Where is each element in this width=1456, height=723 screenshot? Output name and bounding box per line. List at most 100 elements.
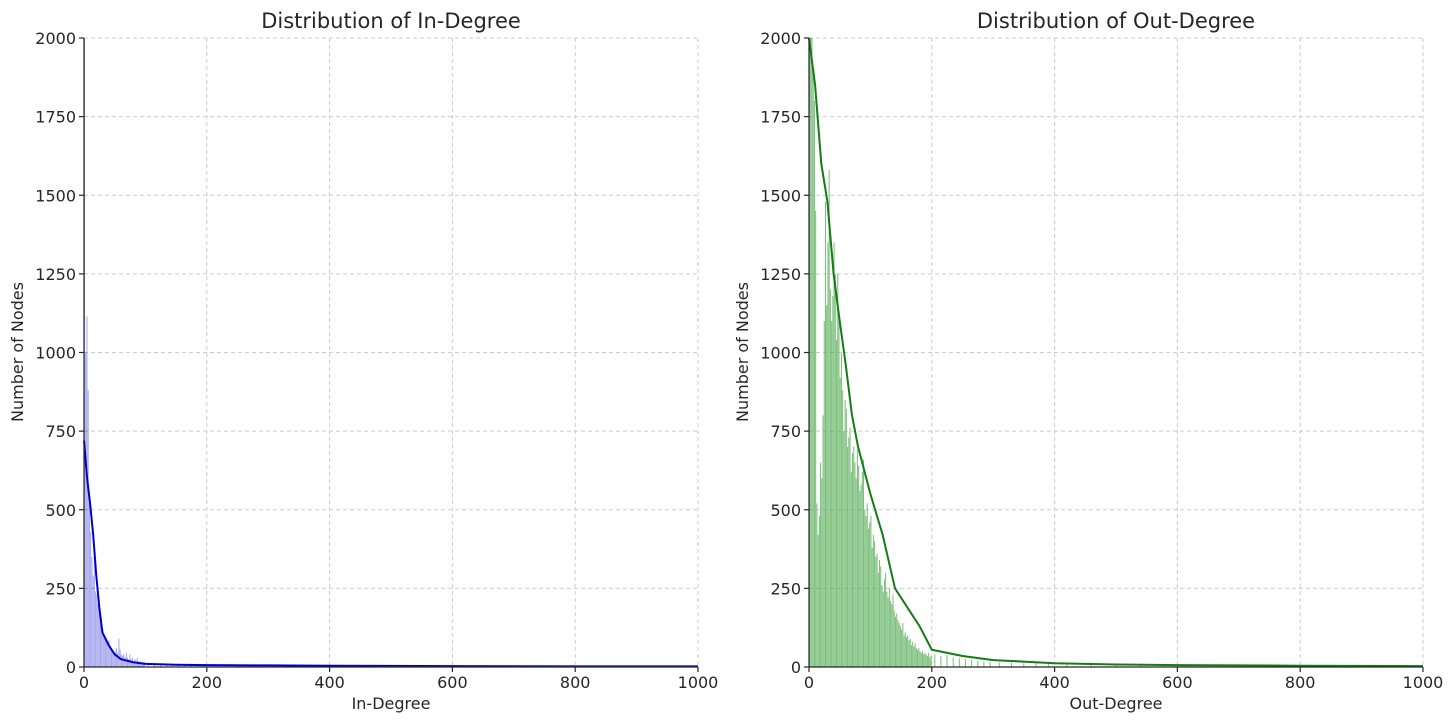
out-degree-bar (913, 646, 915, 667)
out-degree-bar (891, 604, 893, 667)
out-degree-bar (827, 242, 829, 668)
in-degree-bar (128, 659, 130, 667)
out-degree-bar (860, 484, 862, 667)
out-degree-chart: Distribution of Out-Degree 0 200 400 600 800… (733, 9, 1443, 713)
in-degree-chart: Distribution of In-Degree 0 200 400 600 800 1… (8, 9, 718, 713)
out-degree-bar (894, 616, 896, 667)
out-degree-bar (823, 321, 825, 667)
out-degree-bar (890, 600, 892, 667)
out-degree-bar (1115, 664, 1117, 667)
out-degree-bar (831, 321, 833, 667)
out-degree-bar (865, 516, 867, 667)
out-degree-bar (845, 409, 847, 667)
in-degree-bar (85, 352, 87, 667)
out-degree-bar (810, 38, 812, 667)
out-degree-bar (934, 654, 936, 667)
out-degree-bar (912, 641, 914, 667)
out-degree-bar (906, 637, 908, 667)
in-degree-bar (117, 652, 119, 667)
out-degree-bar (843, 431, 845, 667)
in-degree-bar (87, 390, 89, 667)
in-degree-grid (83, 37, 699, 668)
out-degree-x-tick-label: 200 (917, 673, 948, 692)
out-degree-y-tick-label: 250 (770, 579, 801, 598)
in-degree-bar (133, 660, 135, 667)
in-degree-bar (92, 575, 94, 667)
out-degree-bar (858, 465, 860, 667)
out-degree-bar (925, 654, 927, 667)
out-degree-bar (882, 591, 884, 667)
out-degree-bar (881, 585, 883, 667)
out-degree-bar (816, 503, 818, 667)
in-degree-bar (95, 591, 97, 667)
in-degree-y-tick-label: 1500 (35, 186, 76, 205)
in-degree-bar (106, 641, 108, 667)
in-degree-x-tick-label: 600 (437, 673, 468, 692)
out-degree-bar (901, 629, 903, 667)
out-degree-bar (998, 662, 1000, 667)
out-degree-bar (958, 658, 960, 667)
in-degree-bar (130, 659, 132, 667)
out-degree-grid (808, 37, 1424, 668)
out-degree-bar (872, 534, 874, 667)
out-degree-bar (910, 644, 912, 667)
out-degree-bar (815, 210, 817, 667)
out-degree-bar (929, 657, 931, 667)
out-degree-bar (869, 522, 871, 667)
out-degree-bar (918, 648, 920, 667)
out-degree-bar (859, 490, 861, 667)
out-degree-bar (1189, 665, 1191, 667)
out-degree-bar (871, 547, 873, 667)
out-degree-bar (964, 659, 966, 667)
out-degree-bar (880, 566, 882, 667)
out-degree-bar (817, 534, 819, 667)
out-degree-bar (861, 472, 863, 667)
in-degree-bar (109, 648, 111, 667)
in-degree-x-tick-label: 400 (314, 673, 345, 692)
in-degree-bar (91, 556, 93, 667)
in-degree-bar (102, 629, 104, 667)
out-degree-bar (977, 660, 979, 667)
out-degree-bar (899, 626, 901, 667)
out-degree-bar (876, 553, 878, 667)
in-degree-y-ticks: 0 250 500 750 1000 1250 1500 1750 2000 (35, 29, 84, 677)
out-degree-y-tick-label: 1250 (760, 265, 801, 284)
out-degree-bar (856, 449, 858, 667)
out-degree-bar (849, 427, 851, 667)
in-degree-bar (104, 638, 106, 667)
out-degree-bar (1090, 664, 1092, 667)
out-degree-bar (888, 588, 890, 667)
in-degree-bar (88, 503, 90, 667)
out-degree-bar (851, 453, 854, 667)
in-degree-bar (122, 655, 124, 667)
out-degree-bar (874, 541, 876, 667)
out-degree-bar (837, 273, 839, 667)
in-degree-bar (97, 604, 99, 667)
out-degree-x-tick-label: 600 (1162, 673, 1193, 692)
out-degree-bar (930, 655, 932, 667)
out-degree-x-tick-label: 800 (1285, 673, 1316, 692)
in-degree-line (83, 440, 698, 668)
in-degree-y-axis-label: Number of Nodes (8, 282, 27, 422)
out-degree-bar (1066, 664, 1068, 667)
out-degree-bar (850, 472, 852, 667)
out-degree-bar (904, 632, 906, 667)
out-degree-y-axis-label: Number of Nodes (733, 282, 752, 422)
in-degree-bar (108, 640, 110, 667)
out-degree-bar (921, 651, 924, 667)
in-degree-y-tick-label: 2000 (35, 29, 76, 48)
in-degree-x-ticks: 0 200 400 600 800 1000 (79, 667, 718, 692)
out-degree-bar (832, 295, 834, 667)
out-degree-bar (840, 352, 842, 667)
out-degree-bar (920, 652, 922, 667)
out-degree-bar (833, 242, 835, 668)
out-degree-bar (893, 610, 895, 667)
in-degree-bar (103, 635, 105, 667)
in-degree-bar (118, 638, 120, 667)
in-degree-y-tick-label: 500 (45, 501, 76, 520)
out-degree-bar (834, 273, 836, 667)
out-degree-bar (870, 516, 872, 667)
out-degree-y-tick-label: 750 (770, 422, 801, 441)
in-degree-y-tick-label: 750 (45, 422, 76, 441)
in-degree-bar (114, 651, 116, 667)
